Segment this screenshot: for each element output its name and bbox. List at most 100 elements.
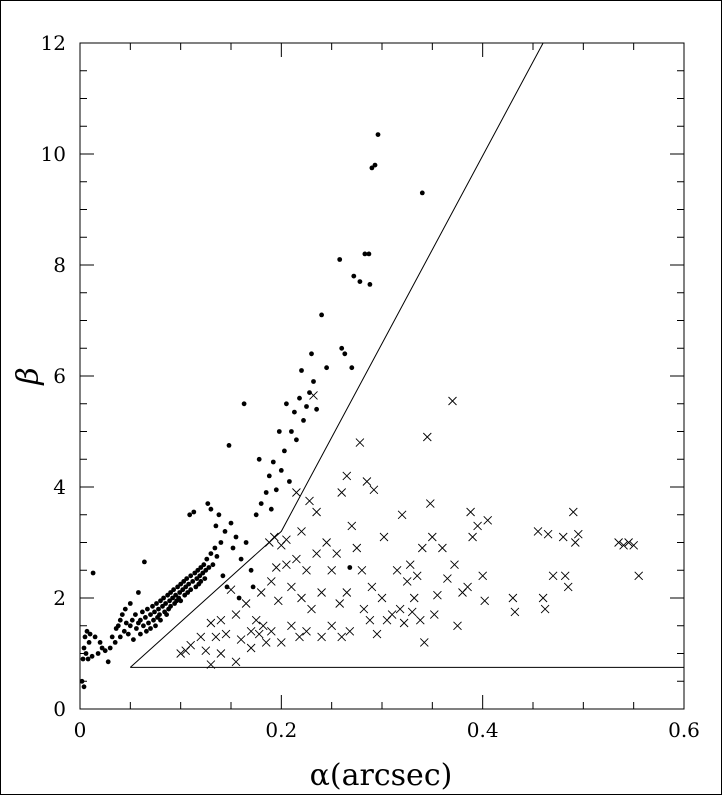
data-point-cross [399, 618, 409, 628]
data-point-cross [433, 590, 442, 600]
data-point-dot [203, 567, 209, 573]
data-point-cross [629, 540, 639, 550]
data-point-cross [510, 607, 520, 617]
data-point-cross [292, 554, 301, 564]
data-point-cross [327, 621, 337, 631]
data-point-cross [538, 593, 548, 603]
data-point-cross [332, 549, 342, 558]
data-point-dot [184, 576, 190, 581]
data-point-dot [156, 606, 161, 612]
data-point-cross [269, 532, 279, 542]
data-point-dot [289, 429, 294, 434]
data-point-dot [263, 490, 269, 495]
data-point-cross [327, 565, 337, 575]
y-tick-label: 10 [41, 142, 66, 166]
data-point-cross [282, 535, 291, 545]
data-point-cross [466, 507, 475, 517]
data-point-dot [138, 631, 143, 637]
data-point-cross [483, 515, 493, 525]
data-point-dot [294, 437, 299, 443]
data-point-dot [218, 540, 224, 545]
data-point-cross [533, 527, 543, 536]
data-point-dot [180, 587, 186, 593]
data-point-dot [210, 562, 216, 568]
data-point-dot [236, 595, 242, 601]
data-point-dot [193, 584, 199, 590]
data-point-dot [90, 570, 96, 576]
data-point-dot [105, 659, 111, 665]
data-point-cross [236, 635, 246, 644]
data-point-dot [178, 598, 184, 604]
data-point-cross [292, 488, 301, 497]
data-point-dot [136, 590, 141, 595]
data-point-dot [134, 626, 139, 631]
data-point-dot [157, 612, 162, 617]
data-point-cross [548, 571, 558, 581]
data-point-cross [427, 532, 437, 542]
y-axis-label: β [11, 367, 46, 385]
data-point-cross [419, 638, 429, 647]
data-point-dot [258, 501, 264, 506]
data-point-dot [339, 345, 345, 351]
data-point-cross [266, 626, 276, 636]
data-point-dot [347, 565, 353, 570]
data-point-cross [407, 607, 417, 617]
data-point-cross [246, 626, 256, 636]
data-point-dot [304, 404, 309, 409]
data-point-cross [355, 438, 365, 447]
data-point-dot [158, 598, 163, 604]
data-point-dot [123, 620, 129, 626]
data-point-cross [216, 615, 226, 625]
data-point-dot [351, 273, 357, 279]
data-point-cross [412, 571, 422, 581]
data-point-dot [243, 540, 249, 545]
data-point-cross [271, 563, 281, 572]
data-point-dot [95, 651, 101, 656]
data-point-cross [312, 507, 321, 517]
data-point-dot [187, 512, 193, 518]
data-point-dot [282, 448, 287, 454]
data-point-dot [150, 603, 155, 609]
data-point-cross [231, 610, 241, 619]
data-point-cross [295, 632, 304, 642]
data-point-dot [349, 365, 355, 371]
data-point-cross [369, 485, 379, 495]
data-point-dot [148, 626, 153, 631]
data-point-cross [282, 560, 291, 570]
data-point-cross [372, 629, 382, 639]
data-point-dot [117, 634, 123, 640]
data-point-cross [463, 582, 472, 592]
data-point-dot [224, 584, 230, 590]
data-point-cross [365, 615, 375, 625]
data-point-cross [206, 618, 216, 628]
data-point-dot [238, 556, 244, 562]
data-point-cross [241, 599, 251, 608]
data-point-dot [158, 617, 163, 623]
data-point-dot [99, 645, 105, 651]
data-point-cross [287, 621, 296, 631]
data-point-cross [352, 543, 362, 553]
data-point-dot [191, 509, 197, 515]
data-point-cross [448, 396, 457, 406]
plot-area: 0 0.2 0.4 0.6 0 2 4 6 8 10 12 [41, 31, 700, 742]
data-point-cross [276, 638, 286, 647]
data-point-cross [357, 565, 367, 575]
data-point-dot [87, 631, 93, 637]
data-point-dot [164, 612, 170, 617]
data-point-dot [214, 554, 220, 559]
data-point-dot [80, 656, 86, 662]
data-point-dot [161, 595, 167, 601]
data-point-cross [256, 588, 266, 597]
data-point-dot [194, 576, 200, 581]
data-point-dot [266, 473, 272, 479]
data-point-dot [138, 617, 143, 623]
data-point-cross [468, 532, 477, 542]
y-tick-label: 8 [53, 253, 66, 277]
x-tick-label: 0 [74, 718, 87, 742]
data-point-dot [84, 628, 90, 634]
data-point-dot [102, 648, 108, 654]
data-point-cross [312, 549, 321, 558]
data-point-dot [250, 584, 256, 590]
data-point-cross [540, 604, 550, 614]
